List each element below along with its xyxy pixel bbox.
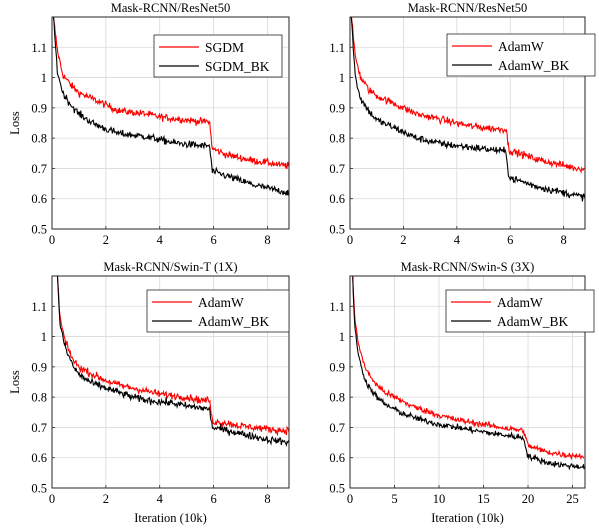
x-tick-label: 0 [347,233,353,247]
x-tick-label: 8 [264,492,270,506]
y-axis-label: Loss [8,370,22,394]
y-tick-label: 0.6 [329,451,345,465]
legend-label: AdamW_BK [497,314,568,329]
x-tick-label: 8 [561,233,567,247]
y-tick-label: 0.8 [31,132,47,146]
panel-title: Mask-RCNN/Swin-S (3X) [401,260,535,274]
y-tick-label: 0.8 [329,132,345,146]
x-tick-label: 6 [507,233,513,247]
x-tick-label: 5 [391,492,397,506]
x-tick-label: 4 [157,233,164,247]
y-tick-label: 0.6 [31,192,47,206]
y-tick-label: 0.9 [329,101,345,115]
y-tick-label: 1 [41,330,47,344]
axes-box [349,275,586,489]
legend-box [446,33,596,77]
y-tick-label: 1.1 [31,41,47,55]
y-tick-label: 0.8 [329,391,345,405]
legend-label: AdamW [198,295,244,310]
y-tick-label: 0.5 [329,223,345,237]
axes-box [51,275,290,489]
legend-label: AdamW_BK [498,58,569,73]
x-tick-label: 2 [400,233,406,247]
x-tick-label: 0 [49,492,55,506]
x-axis-label: Iteration (10k) [431,511,504,525]
x-tick-label: 0 [49,233,55,247]
x-tick-label: 8 [264,233,270,247]
series-line-baseline [52,17,289,169]
series-line-bk [56,276,289,448]
x-tick-label: 10 [433,492,446,506]
panel-title: Mask-RCNN/ResNet50 [408,1,527,15]
chart-panel-4: 0.5 0.6 0.7 0.8 0.9 1 1.1 0 5 10 15 20 25 Mask-RCNN/S… [329,260,595,525]
x-tick-label: 0 [347,492,353,506]
x-tick-label: 6 [210,492,216,506]
legend: SGDM SGDM_BK [153,34,283,78]
y-tick-label: 0.7 [31,421,47,435]
y-tick-label: 0.7 [329,162,345,176]
panel-title: Mask-RCNN/Swin-T (1X) [103,260,237,274]
y-tick-label: 0.7 [329,421,345,435]
legend-box [146,289,290,333]
x-tick-label: 6 [210,233,216,247]
x-tick-label: 20 [522,492,535,506]
x-tick-label: 4 [454,233,461,247]
y-tick-label: 0.9 [329,360,345,374]
legend: AdamW AdamW_BK [445,289,595,333]
series-group [56,276,289,448]
y-tick-label: 1 [339,71,345,85]
series-group [350,17,585,202]
x-tick-label: 25 [566,492,579,506]
chart-panel-2: 0.5 0.6 0.7 0.8 0.9 1 1.1 0 2 4 6 8 Mask-RCNN/ResNet… [329,1,596,247]
x-axis-label: Iteration (10k) [134,511,207,525]
chart-panel-3: 0.5 0.6 0.7 0.8 0.9 1 1.1 0 2 4 6 8 Mask-RCNN/Swin-T… [8,260,290,525]
y-tick-label: 0.5 [31,482,47,496]
y-tick-label: 0.6 [329,192,345,206]
x-tick-label: 2 [103,233,109,247]
series-line-baseline [352,277,585,461]
legend-label: AdamW [497,295,543,310]
legend-label: AdamW [498,39,544,54]
y-tick-label: 1.1 [329,41,345,55]
legend-label: SGDM_BK [205,59,270,74]
legend: AdamW AdamW_BK [146,289,290,333]
legend-label: AdamW_BK [198,314,269,329]
y-tick-label: 0.9 [31,101,47,115]
y-axis-label: Loss [8,111,22,135]
y-tick-label: 1 [41,71,47,85]
y-tick-label: 0.8 [31,391,47,405]
legend-label: SGDM [205,40,244,55]
y-tick-label: 0.5 [329,482,345,496]
series-group [52,17,289,196]
series-line-baseline [350,17,585,174]
x-tick-label: 4 [157,492,164,506]
series-line-bk [352,276,585,471]
y-tick-label: 1.1 [31,300,47,314]
y-tick-label: 0.6 [31,451,47,465]
panel-title: Mask-RCNN/ResNet50 [111,1,230,15]
y-tick-label: 0.5 [31,223,47,237]
legend: AdamW AdamW_BK [446,33,596,77]
x-tick-label: 2 [103,492,109,506]
legend-box [445,289,595,333]
series-group [352,276,585,471]
chart-panel-1: 0.5 0.6 0.7 0.8 0.9 1 1.1 0 2 4 6 8 Mask-RCNN/ResNet… [8,1,290,247]
legend-box [153,34,283,78]
series-line-baseline [56,276,289,437]
y-tick-label: 1.1 [329,300,345,314]
series-line-bk [350,17,585,202]
y-tick-label: 0.9 [31,360,47,374]
y-tick-label: 1 [339,330,345,344]
x-tick-label: 15 [477,492,490,506]
axes-box [349,16,586,230]
axes-box [51,16,290,230]
y-tick-label: 0.7 [31,162,47,176]
series-line-bk [52,17,289,196]
